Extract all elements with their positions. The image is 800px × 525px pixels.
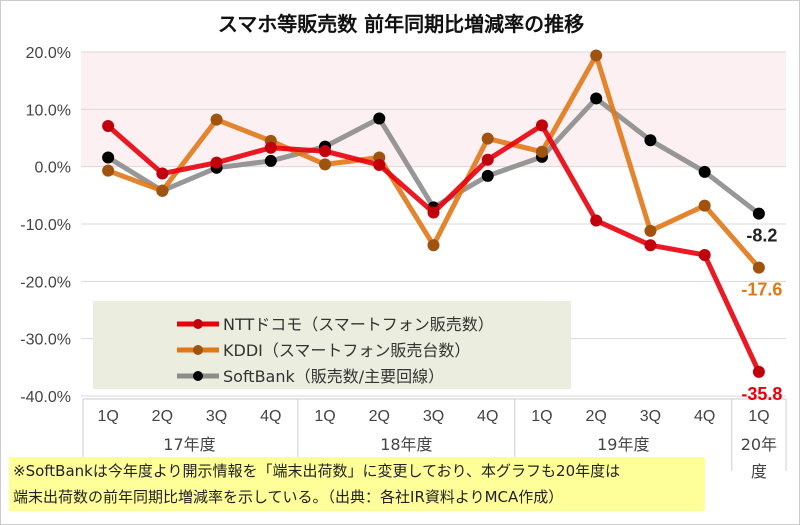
y-tick-label: 10.0% <box>26 102 71 119</box>
data-point <box>590 49 603 62</box>
data-point <box>102 119 115 132</box>
x-tick-label: 3Q <box>423 408 444 425</box>
chart-title: スマホ等販売数 前年同期比増減率の推移 <box>218 12 584 36</box>
x-tick-label: 1Q <box>314 408 335 425</box>
legend-label: NTTドコモ（スマートフォン販売数） <box>223 315 494 334</box>
y-tick-label: -20.0% <box>20 274 71 291</box>
data-point <box>644 224 657 237</box>
data-point <box>752 365 765 378</box>
y-tick-label: -10.0% <box>20 217 71 234</box>
data-point <box>481 169 494 182</box>
legend-label: SoftBank（販売数/主要回線） <box>223 367 444 386</box>
data-point <box>156 184 169 197</box>
data-point <box>264 141 277 154</box>
data-point <box>427 206 440 219</box>
data-point <box>535 119 548 132</box>
year-group-label: 17年度 <box>163 435 215 454</box>
data-point <box>481 132 494 145</box>
data-point <box>102 151 115 164</box>
data-point <box>644 239 657 252</box>
year-group-label: 19年度 <box>597 435 649 454</box>
x-tick-label: 1Q <box>97 408 118 425</box>
x-tick-label: 2Q <box>586 408 607 425</box>
end-data-label: -35.8 <box>741 384 782 404</box>
x-tick-label: 3Q <box>640 408 661 425</box>
data-point <box>427 239 440 252</box>
y-tick-label: 0.0% <box>35 160 71 177</box>
year-group-label: 18年度 <box>380 435 432 454</box>
x-tick-label: 3Q <box>206 408 227 425</box>
year-group-label: 度 <box>751 462 767 481</box>
legend-box <box>93 301 571 389</box>
data-point <box>319 145 332 158</box>
data-point <box>535 145 548 158</box>
data-point <box>102 164 115 177</box>
x-tick-label: 1Q <box>748 408 769 425</box>
legend-marker <box>193 371 203 381</box>
data-point <box>698 199 711 212</box>
footnote-line-1: ※SoftBankは今年度より開示情報を「端末出荷数」に変更しており、本グラフも… <box>13 462 621 480</box>
legend-marker <box>193 319 203 329</box>
data-point <box>698 248 711 261</box>
data-point <box>698 165 711 178</box>
legend-marker <box>193 345 203 355</box>
y-tick-label: -30.0% <box>20 332 71 349</box>
data-point <box>481 153 494 166</box>
data-point <box>752 207 765 220</box>
end-data-label: -17.6 <box>741 280 782 300</box>
data-point <box>752 261 765 274</box>
x-tick-label: 4Q <box>260 408 281 425</box>
data-point <box>156 167 169 180</box>
footnote: ※SoftBankは今年度より開示情報を「端末出荷数」に変更しており、本グラフも… <box>9 457 705 511</box>
data-point <box>644 134 657 147</box>
data-point <box>590 214 603 227</box>
x-tick-label: 2Q <box>152 408 173 425</box>
x-tick-label: 4Q <box>477 408 498 425</box>
x-tick-label: 2Q <box>369 408 390 425</box>
y-tick-label: 20.0% <box>26 45 71 62</box>
y-tick-label: -40.0% <box>20 389 71 406</box>
year-group-label: 20年 <box>741 435 777 454</box>
data-point <box>373 158 386 171</box>
data-point <box>319 158 332 171</box>
footnote-line-2: 端末出荷数の前年同期比増減率を示している。（出典：各社IR資料よりMCA作成） <box>13 488 564 506</box>
x-tick-label: 4Q <box>694 408 715 425</box>
data-point <box>210 113 223 126</box>
x-tick-label: 1Q <box>531 408 552 425</box>
data-point <box>264 154 277 167</box>
data-point <box>373 112 386 125</box>
end-data-label: -8.2 <box>746 226 777 246</box>
data-point <box>210 156 223 169</box>
data-point <box>590 92 603 105</box>
legend-label: KDDI（スマートフォン販売台数） <box>223 341 470 360</box>
